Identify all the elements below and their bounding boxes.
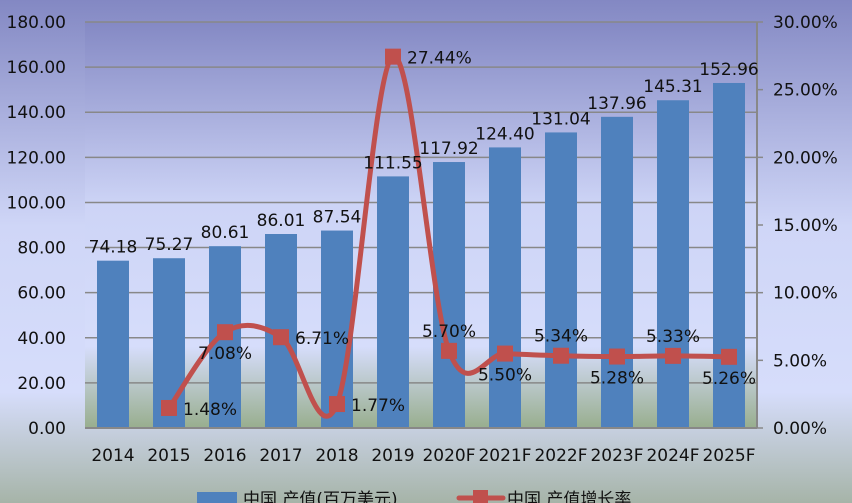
line-marker bbox=[161, 399, 177, 416]
bar bbox=[713, 82, 745, 428]
x-tick-label: 2017 bbox=[259, 446, 302, 466]
line-marker bbox=[441, 342, 457, 359]
line-series bbox=[161, 48, 737, 419]
line-marker bbox=[609, 348, 625, 365]
x-tick-label: 2023F bbox=[590, 446, 643, 466]
line-data-label: 1.77% bbox=[351, 396, 405, 416]
x-tick-label: 2014 bbox=[91, 446, 134, 466]
line-data-label: 6.71% bbox=[295, 329, 349, 349]
bar-data-label: 75.27 bbox=[145, 235, 194, 255]
line-marker bbox=[273, 329, 289, 346]
gridlines bbox=[85, 21, 757, 384]
bar-data-label: 124.40 bbox=[475, 124, 534, 144]
line-data-label: 27.44% bbox=[407, 49, 472, 69]
bar-data-label: 74.18 bbox=[89, 238, 138, 258]
bar-data-label: 131.04 bbox=[531, 109, 590, 129]
legend: 中国 产值(百万美元) 中国 产值增长率 bbox=[197, 490, 631, 503]
bar bbox=[489, 147, 521, 429]
x-tick-label: 2019 bbox=[371, 446, 414, 466]
line-data-label: 5.50% bbox=[478, 366, 532, 386]
x-tick-label: 2015 bbox=[147, 446, 190, 466]
y-right-tick-label: 15.00% bbox=[773, 216, 838, 236]
y-right-tick-label: 20.00% bbox=[773, 148, 838, 168]
y-left-tick-label: 40.00 bbox=[17, 329, 66, 349]
line-data-label: 1.48% bbox=[183, 400, 237, 420]
data-labels: 74.18 75.27 80.61 86.01 87.54 111.55117.92124… bbox=[89, 49, 759, 420]
x-tick-label: 2024F bbox=[646, 446, 699, 466]
y-right-tick-label: 25.00% bbox=[773, 81, 838, 101]
line-data-label: 5.28% bbox=[590, 369, 644, 389]
line-data-label: 5.34% bbox=[534, 327, 588, 347]
x-tick-label: 2018 bbox=[315, 446, 358, 466]
bar-data-label: 145.31 bbox=[643, 77, 702, 97]
line-data-label: 5.70% bbox=[422, 322, 476, 342]
bar-data-label: 117.92 bbox=[419, 139, 478, 159]
y-left-tick-label: 180.00 bbox=[7, 13, 66, 33]
y-left-tick-label: 160.00 bbox=[7, 58, 66, 78]
x-tick-label: 2016 bbox=[203, 446, 246, 466]
line-marker bbox=[385, 48, 401, 65]
bar bbox=[377, 176, 409, 428]
y-left-tick-label: 20.00 bbox=[17, 374, 66, 394]
line-marker bbox=[329, 396, 345, 413]
bar bbox=[657, 100, 689, 428]
bar-data-label: 137.96 bbox=[587, 94, 646, 114]
line-marker bbox=[553, 347, 569, 364]
x-tick-label: 2025F bbox=[702, 446, 755, 466]
y-left-tick-label: 80.00 bbox=[17, 239, 66, 259]
y-right-tick-label: 0.00% bbox=[773, 419, 827, 439]
legend-label-bar: 中国 产值(百万美元) bbox=[243, 490, 398, 503]
bar-data-label: 80.61 bbox=[201, 223, 250, 243]
line-marker bbox=[217, 324, 233, 341]
bar bbox=[97, 260, 129, 428]
x-tick-label: 2022F bbox=[534, 446, 587, 466]
bar-data-label: 86.01 bbox=[257, 211, 306, 231]
axes: 0.00 20.00 40.00 60.00 80.00 100.00 120.00 140.… bbox=[7, 13, 838, 466]
line-marker bbox=[497, 345, 513, 362]
line-data-label: 5.26% bbox=[702, 369, 756, 389]
y-right-tick-label: 30.00% bbox=[773, 13, 838, 33]
legend-label-line: 中国 产值增长率 bbox=[507, 490, 631, 503]
x-tick-label: 2020F bbox=[422, 446, 475, 466]
line-data-label: 7.08% bbox=[198, 344, 252, 364]
y-left-tick-label: 60.00 bbox=[17, 284, 66, 304]
y-left-tick-label: 120.00 bbox=[7, 148, 66, 168]
line-marker bbox=[665, 347, 681, 364]
x-tick-label: 2021F bbox=[478, 446, 531, 466]
y-left-tick-label: 100.00 bbox=[7, 193, 66, 213]
legend-swatch-bar bbox=[197, 492, 237, 503]
y-right-tick-label: 5.00% bbox=[773, 351, 827, 371]
bar-data-label: 87.54 bbox=[313, 208, 362, 228]
bar bbox=[321, 230, 353, 428]
bar-data-label: 152.96 bbox=[699, 60, 758, 80]
bar bbox=[153, 258, 185, 428]
bar bbox=[545, 132, 577, 428]
bar-data-label: 111.55 bbox=[363, 153, 422, 173]
line-marker bbox=[721, 348, 737, 365]
y-left-tick-label: 140.00 bbox=[7, 103, 66, 123]
y-left-tick-label: 0.00 bbox=[28, 419, 66, 439]
legend-swatch-marker bbox=[473, 490, 488, 503]
bar bbox=[601, 116, 633, 429]
y-right-tick-label: 10.00% bbox=[773, 284, 838, 304]
line-data-label: 5.33% bbox=[646, 327, 700, 347]
